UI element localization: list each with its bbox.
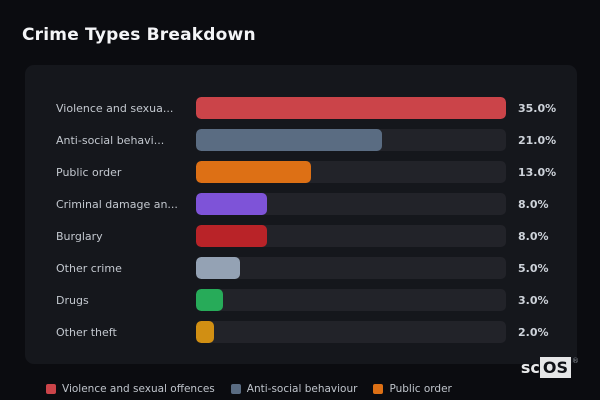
bar-fill[interactable]	[196, 161, 312, 183]
row-label: Drugs	[56, 293, 89, 307]
bar-fill[interactable]	[196, 257, 241, 279]
chart-row: Violence and sexua... 35.0%	[25, 97, 577, 119]
row-label: Public order	[56, 165, 122, 179]
bar-track	[196, 97, 506, 119]
bar-track	[196, 321, 506, 343]
chart-row: Anti-social behavi... 21.0%	[25, 129, 577, 151]
chart-row: Other crime 5.0%	[25, 257, 577, 279]
bar-track	[196, 129, 506, 151]
bar-fill[interactable]	[196, 129, 382, 151]
chart-row: Drugs 3.0%	[25, 289, 577, 311]
registered-trademark-icon: ®	[572, 357, 579, 365]
legend-label: Violence and sexual offences	[62, 383, 215, 395]
row-label: Anti-social behavi...	[56, 133, 165, 147]
bar-fill[interactable]	[196, 289, 223, 311]
chart-row: Criminal damage an... 8.0%	[25, 193, 577, 215]
row-value: 35.0%	[518, 101, 557, 115]
legend-swatch-icon	[373, 384, 384, 394]
row-label: Other theft	[56, 325, 117, 339]
bar-track	[196, 289, 506, 311]
chart-legend: Violence and sexual offences Anti-social…	[46, 383, 452, 395]
row-label: Criminal damage an...	[56, 197, 178, 211]
legend-item[interactable]: Public order	[373, 383, 452, 395]
chart-card: Violence and sexua... 35.0% Anti-social …	[25, 65, 577, 364]
bar-track	[196, 193, 506, 215]
row-value: 5.0%	[518, 261, 549, 275]
legend-item[interactable]: Anti-social behaviour	[230, 383, 358, 395]
bar-rows: Violence and sexua... 35.0% Anti-social …	[25, 97, 577, 343]
watermark-prefix: sc	[520, 358, 540, 377]
row-value: 3.0%	[518, 293, 549, 307]
watermark-logo: sc OS ®	[521, 357, 579, 378]
legend-swatch-icon	[46, 384, 56, 394]
row-label: Violence and sexua...	[56, 101, 174, 115]
row-value: 13.0%	[518, 165, 557, 179]
chart-row: Burglary 8.0%	[25, 225, 577, 247]
chart-row: Public order 13.0%	[25, 161, 577, 183]
row-value: 21.0%	[518, 133, 557, 147]
legend-item[interactable]: Violence and sexual offences	[46, 383, 215, 395]
legend-label: Anti-social behaviour	[246, 383, 358, 395]
legend-swatch-icon	[230, 384, 241, 394]
bar-fill[interactable]	[196, 225, 267, 247]
bar-fill[interactable]	[196, 97, 506, 119]
row-value: 8.0%	[518, 229, 549, 243]
row-value: 2.0%	[518, 325, 549, 339]
row-value: 8.0%	[518, 197, 549, 211]
bar-track	[196, 161, 506, 183]
bar-track	[196, 225, 506, 247]
row-label: Other crime	[56, 261, 122, 275]
bar-fill[interactable]	[196, 321, 214, 343]
watermark-suffix: OS	[539, 357, 571, 378]
legend-label: Public order	[389, 383, 452, 395]
bar-fill[interactable]	[196, 193, 267, 215]
page-title: Crime Types Breakdown	[22, 25, 256, 45]
row-label: Burglary	[56, 229, 103, 243]
chart-row: Other theft 2.0%	[25, 321, 577, 343]
bar-track	[196, 257, 506, 279]
